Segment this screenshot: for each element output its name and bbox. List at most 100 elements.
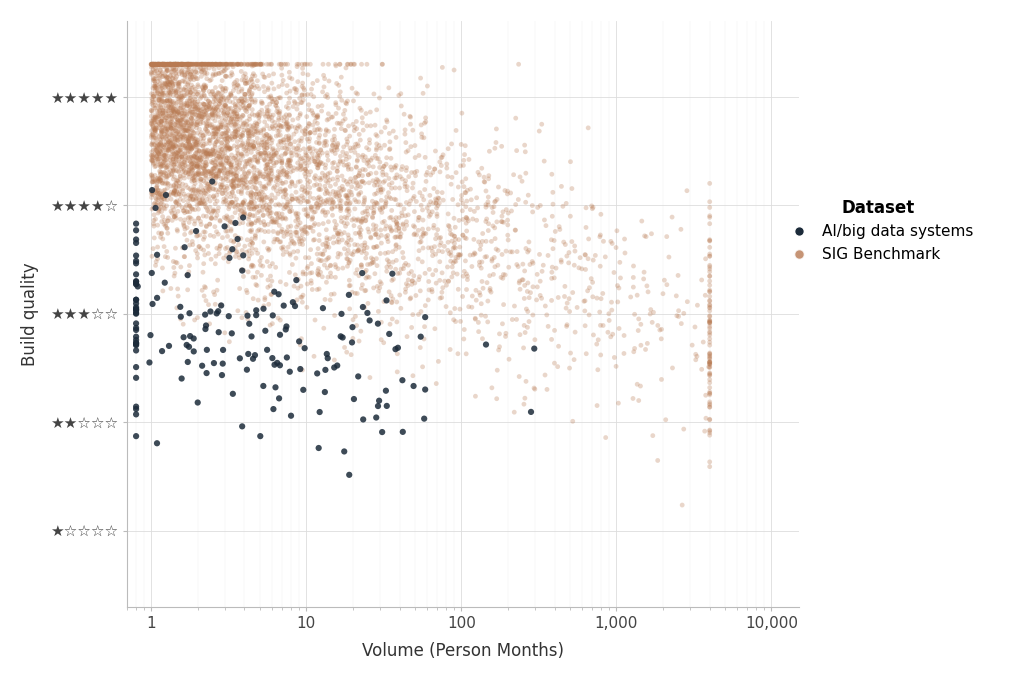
Point	[257, 138, 273, 149]
Point	[216, 100, 232, 111]
Point	[258, 202, 274, 213]
Point	[315, 218, 332, 229]
Point	[358, 121, 375, 131]
Point	[176, 125, 193, 136]
Point	[451, 249, 467, 260]
Point	[294, 297, 310, 308]
Point	[166, 180, 182, 191]
Point	[156, 185, 172, 196]
Point	[206, 121, 222, 132]
Point	[152, 188, 168, 199]
Point	[195, 168, 211, 179]
Point	[524, 258, 541, 269]
Point	[205, 145, 221, 156]
Point	[632, 381, 648, 392]
Point	[147, 70, 164, 81]
Point	[223, 224, 240, 235]
Point	[172, 170, 188, 181]
Point	[175, 84, 191, 95]
Point	[218, 127, 234, 138]
Point	[273, 156, 290, 167]
Point	[273, 158, 290, 169]
Point	[366, 257, 382, 268]
Point	[180, 266, 197, 277]
Point	[237, 168, 253, 179]
Point	[226, 127, 243, 138]
Point	[154, 113, 170, 124]
Point	[215, 65, 231, 76]
Point	[388, 212, 404, 223]
Point	[351, 165, 368, 176]
Point	[488, 393, 505, 404]
Point	[256, 109, 272, 120]
Point	[229, 59, 246, 69]
Point	[279, 229, 295, 240]
Point	[369, 241, 385, 252]
Point	[286, 83, 302, 94]
Point	[487, 137, 504, 148]
Point	[435, 149, 452, 160]
Point	[223, 67, 240, 78]
Point	[157, 155, 173, 166]
Point	[210, 87, 226, 98]
Point	[452, 250, 468, 261]
Point	[360, 177, 377, 188]
Point	[455, 229, 471, 240]
Point	[223, 170, 240, 180]
Point	[258, 200, 274, 210]
Point	[296, 144, 312, 155]
Point	[325, 140, 341, 151]
Point	[223, 103, 240, 114]
Point	[190, 185, 207, 196]
Point	[337, 105, 353, 116]
Point	[166, 148, 182, 159]
Point	[175, 135, 191, 146]
Point	[247, 171, 263, 182]
Point	[294, 59, 310, 69]
Point	[152, 152, 168, 163]
Point	[163, 187, 179, 197]
Point	[246, 59, 262, 69]
Point	[206, 123, 222, 133]
Point	[326, 131, 342, 142]
Point	[162, 118, 178, 129]
Point	[196, 210, 212, 221]
Point	[166, 101, 182, 112]
Point	[214, 138, 230, 148]
Point	[150, 185, 166, 195]
Point	[254, 98, 270, 109]
Point	[229, 234, 246, 244]
Point	[182, 87, 199, 98]
Point	[366, 207, 382, 218]
Point	[573, 264, 590, 274]
Point	[196, 89, 212, 100]
Point	[221, 59, 238, 69]
Point	[397, 258, 414, 269]
Point	[261, 151, 278, 161]
Point	[298, 147, 314, 158]
Point	[509, 259, 525, 270]
Point	[167, 189, 183, 200]
Point	[198, 148, 214, 159]
Point	[245, 172, 261, 183]
Point	[267, 99, 284, 110]
Point	[166, 59, 182, 69]
Point	[215, 358, 231, 369]
Point	[481, 146, 498, 157]
Point	[244, 142, 260, 153]
Point	[171, 92, 187, 103]
Point	[308, 179, 325, 190]
Point	[249, 172, 265, 183]
Point	[153, 137, 169, 148]
Point	[228, 193, 245, 204]
Point	[179, 72, 196, 83]
Point	[224, 197, 241, 208]
Point	[209, 162, 225, 173]
Point	[177, 125, 194, 136]
Point	[383, 297, 399, 308]
Point	[604, 329, 621, 340]
Point	[333, 186, 349, 197]
Point	[220, 311, 237, 321]
Point	[261, 130, 278, 141]
Point	[312, 193, 329, 204]
